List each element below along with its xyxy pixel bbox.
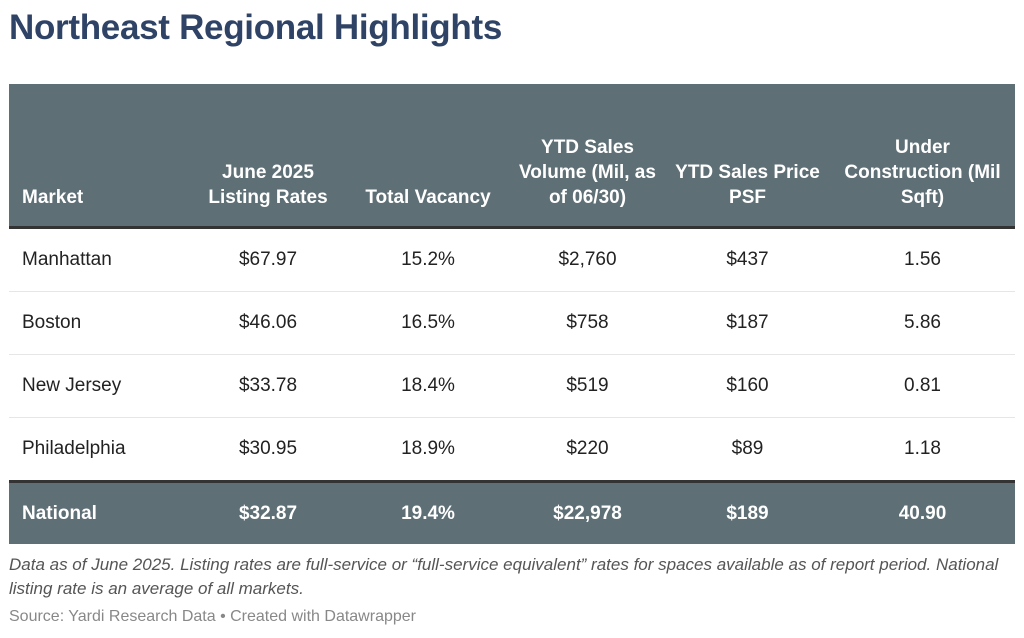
value-cell: $437 [665,227,830,292]
table-row: Manhattan $67.97 15.2% $2,760 $437 1.56 [9,227,1015,292]
value-cell: $32.87 [190,480,346,544]
value-cell: $187 [665,291,830,355]
value-cell: $519 [510,354,665,418]
header-row: Market June 2025 Listing Rates Total Vacan… [9,84,1015,229]
value-cell: 15.2% [346,227,510,292]
value-cell: 1.18 [830,417,1015,482]
market-cell: New Jersey [9,354,190,418]
market-cell: Philadelphia [9,417,190,482]
value-cell: $30.95 [190,417,346,482]
value-cell: $22,978 [510,480,665,544]
column-header[interactable]: YTD Sales Price PSF [665,84,830,229]
value-cell: $220 [510,417,665,482]
table-row: Boston $46.06 16.5% $758 $187 5.86 [9,291,1015,355]
data-table: Market June 2025 Listing Rates Total Vacan… [9,84,1015,544]
source-line: Source: Yardi Research Data • Created wi… [9,608,416,625]
value-cell: $2,760 [510,227,665,292]
value-cell: $758 [510,291,665,355]
value-cell: $89 [665,417,830,482]
value-cell: 40.90 [830,480,1015,544]
value-cell: 19.4% [346,480,510,544]
value-cell: $189 [665,480,830,544]
market-cell: National [9,480,190,544]
column-header[interactable]: Under Construction (Mil Sqft) [830,84,1015,229]
page-title: Northeast Regional Highlights [9,8,502,47]
column-header[interactable]: Total Vacancy [346,84,510,229]
value-cell: 5.86 [830,291,1015,355]
table-row: New Jersey $33.78 18.4% $519 $160 0.81 [9,354,1015,418]
value-cell: 18.9% [346,417,510,482]
column-header[interactable]: Market [9,84,190,229]
value-cell: $33.78 [190,354,346,418]
footnote: Data as of June 2025. Listing rates are … [9,555,999,598]
market-cell: Boston [9,291,190,355]
market-cell: Manhattan [9,227,190,292]
value-cell: $160 [665,354,830,418]
value-cell: 18.4% [346,354,510,418]
value-cell: 1.56 [830,227,1015,292]
total-row: National $32.87 19.4% $22,978 $189 40.90 [9,480,1015,544]
value-cell: $46.06 [190,291,346,355]
value-cell: $67.97 [190,227,346,292]
value-cell: 16.5% [346,291,510,355]
column-header[interactable]: YTD Sales Volume (Mil, as of 06/30) [510,84,665,229]
table-row: Philadelphia $30.95 18.9% $220 $89 1.18 [9,417,1015,482]
column-header[interactable]: June 2025 Listing Rates [190,84,346,229]
value-cell: 0.81 [830,354,1015,418]
